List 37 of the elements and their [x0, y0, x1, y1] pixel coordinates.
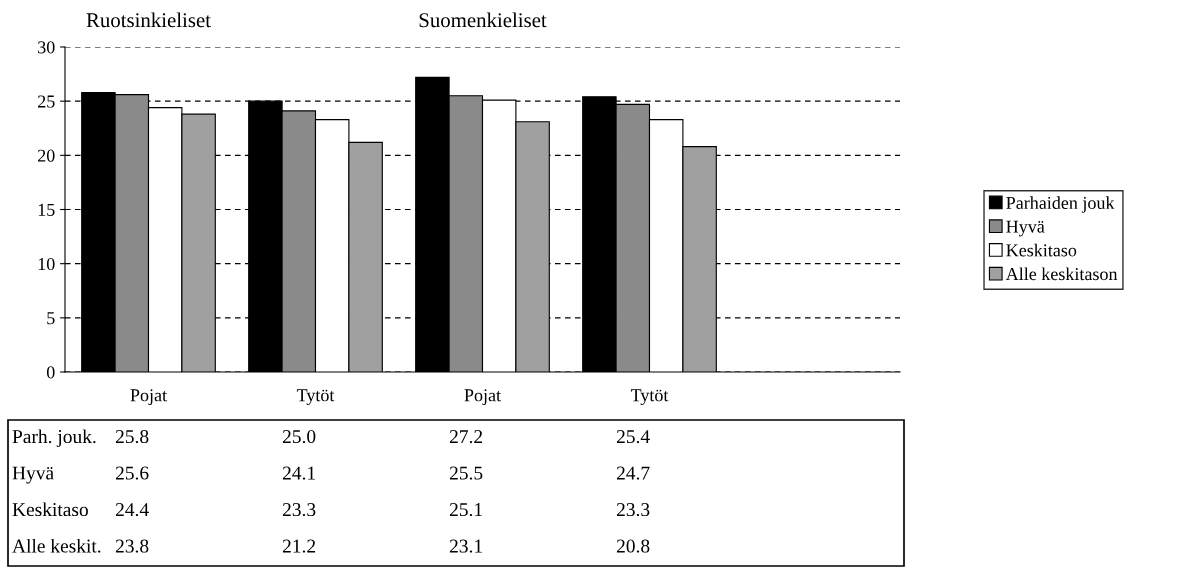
text: Keskitaso [12, 502, 88, 517]
text: Suomenkieliset [419, 12, 547, 28]
text: Parh. jouk. [12, 429, 96, 448]
data-label: 23.1 [449, 539, 482, 553]
y-tick-label: 5 [47, 312, 55, 325]
data-label: 24.7 [616, 466, 650, 480]
data-label: 23.3 [616, 503, 650, 517]
data-label: 24.4 [115, 503, 149, 517]
data-label: 25.0 [282, 430, 316, 444]
data-label: 25.4 [616, 430, 650, 444]
y-tick-label: 25 [38, 95, 55, 108]
y-tick-label: 15 [38, 203, 55, 216]
data-label: 23.8 [115, 539, 149, 553]
data-label: 25.5 [449, 466, 483, 480]
data-label: 25.1 [449, 503, 482, 517]
data-label: 25.8 [115, 430, 149, 444]
y-tick-label: 30 [38, 41, 55, 54]
x-tick-label: Tytöt [630, 389, 669, 406]
legend-label: Hyvä [1006, 220, 1045, 237]
legend-label: Keskitaso [1006, 243, 1077, 257]
data-label: 25.6 [115, 466, 149, 480]
legend-label: Parhaiden jouk [1006, 196, 1115, 213]
data-label: 21.2 [282, 539, 316, 553]
data-label: 24.1 [282, 466, 315, 480]
text: Hyvä [12, 466, 54, 484]
y-tick-label: 0 [46, 366, 55, 379]
x-tick-label: Pojat [464, 389, 501, 406]
y-tick-label: 10 [38, 257, 55, 271]
legend-label: Alle keskitason [1005, 267, 1118, 281]
x-tick-label: Tytöt [296, 389, 335, 406]
x-tick-label: Pojat [130, 389, 167, 406]
data-label: 23.3 [282, 503, 316, 517]
data-label: 20.8 [616, 539, 650, 553]
data-label: 27.2 [449, 430, 483, 444]
text: Ruotsinkieliset [86, 12, 211, 28]
y-tick-label: 20 [38, 149, 55, 162]
text: Alle keskit. [12, 538, 101, 553]
